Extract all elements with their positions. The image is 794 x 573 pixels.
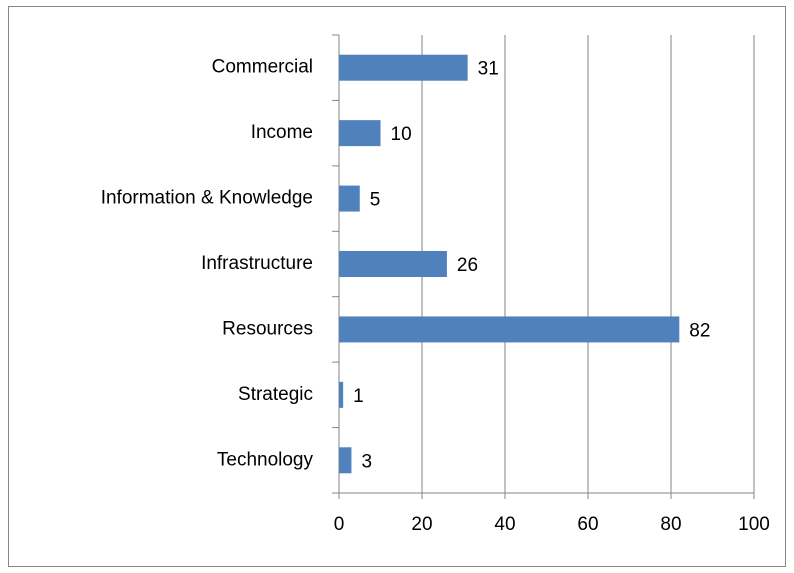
data-label: 3: [361, 451, 372, 472]
x-tick-label: 40: [494, 514, 515, 535]
data-label: 82: [689, 320, 710, 341]
data-label: 10: [391, 124, 412, 145]
bar: [339, 251, 447, 277]
bar: [339, 381, 344, 408]
chart-border: [8, 6, 786, 567]
y-tick-label: Technology: [217, 449, 314, 470]
y-tick-label: Income: [251, 122, 313, 143]
y-tick-label: Infrastructure: [201, 253, 313, 274]
bar: [339, 447, 352, 474]
x-tick-label: 80: [660, 514, 681, 535]
data-label: 1: [353, 386, 364, 407]
x-tick-label: 100: [738, 514, 770, 535]
bar: [339, 54, 468, 81]
y-tick-label: Strategic: [238, 384, 313, 405]
x-tick-label: 20: [411, 514, 432, 535]
bar: [339, 120, 381, 147]
data-label: 31: [478, 59, 499, 80]
data-label: 26: [457, 255, 478, 276]
y-tick-label: Commercial: [212, 57, 313, 78]
x-tick-label: 60: [577, 514, 598, 535]
bar: [339, 316, 680, 343]
x-tick-label: 0: [334, 514, 345, 535]
data-label: 5: [370, 190, 381, 211]
y-tick-label: Information & Knowledge: [101, 188, 313, 209]
bar: [339, 185, 360, 212]
y-tick-label: Resources: [222, 318, 313, 339]
